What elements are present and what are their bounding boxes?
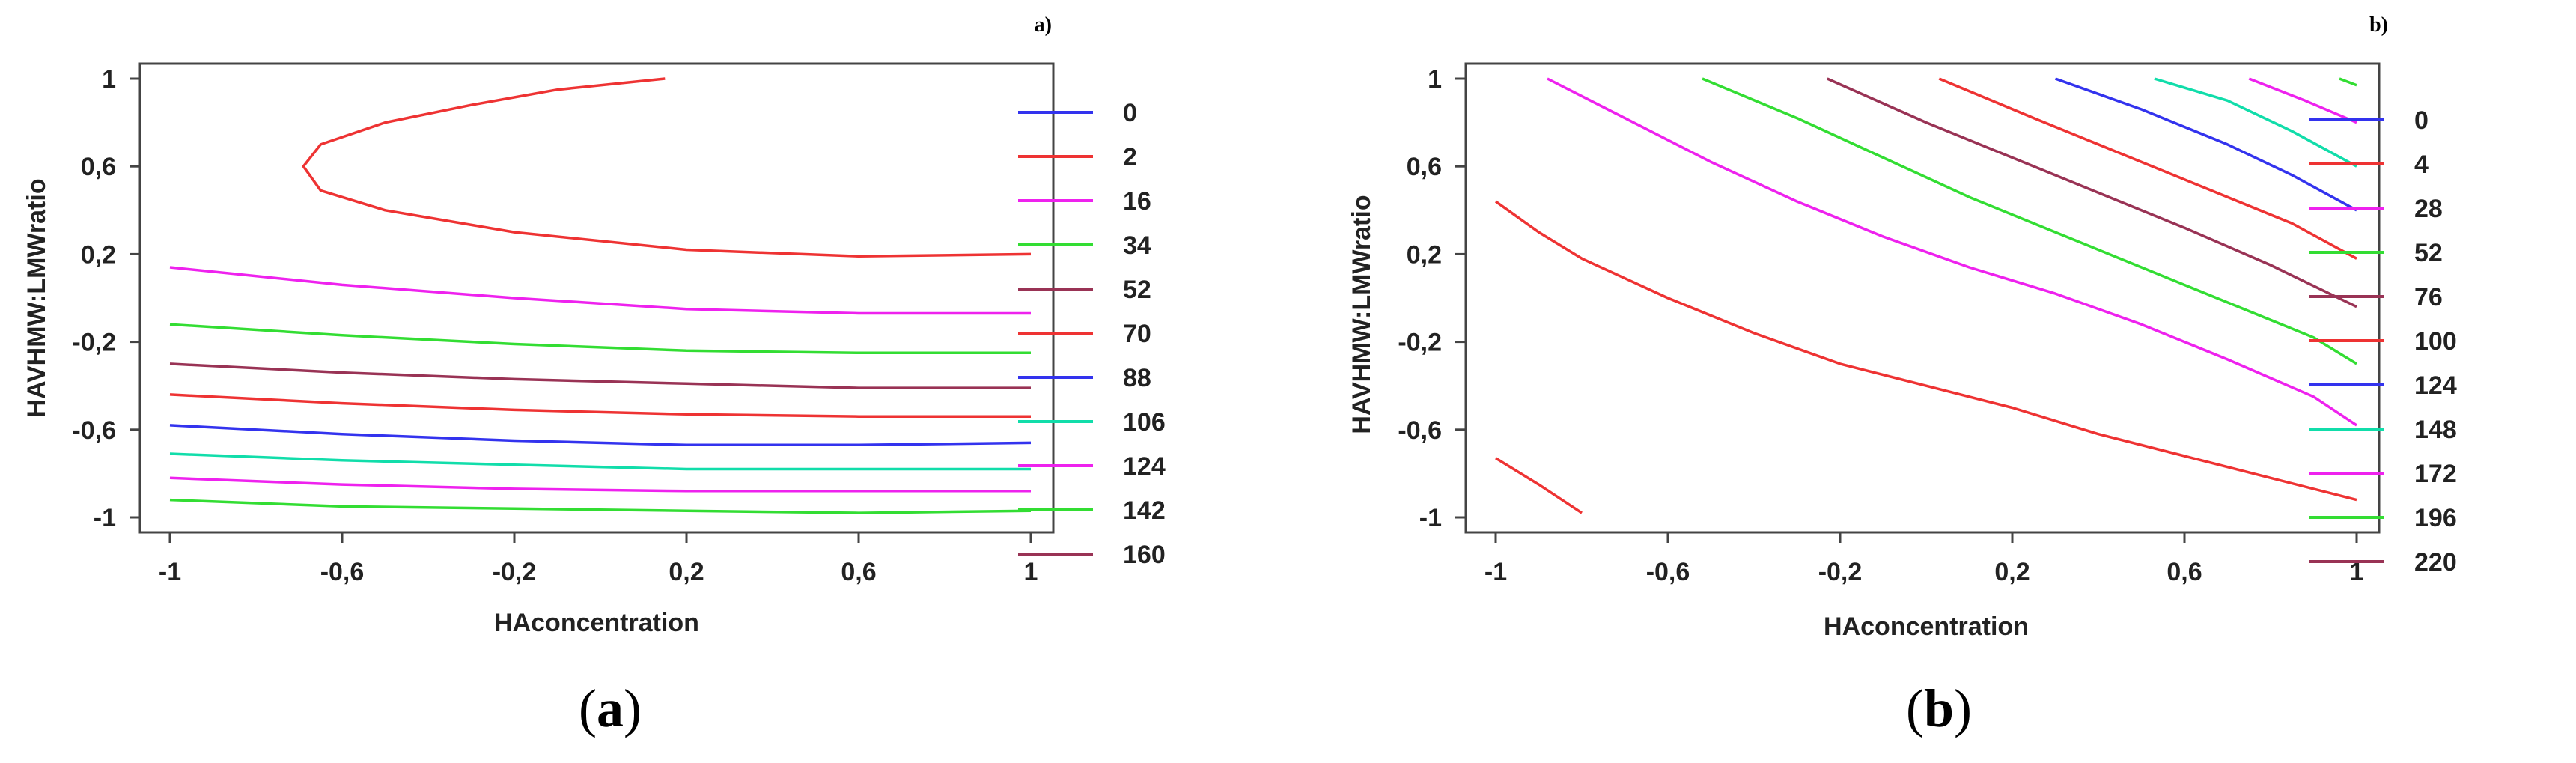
contour-line-4 [1702, 77, 2357, 365]
x-tick-label: -0,2 [493, 558, 537, 586]
legend-label: 34 [1123, 231, 1151, 260]
y-tick-label: -0,6 [72, 416, 116, 445]
legend-label: 0 [1123, 99, 1137, 127]
contour-line-3 [1547, 77, 2357, 427]
legend-label: 142 [1123, 496, 1166, 525]
y-tick-label: -1 [94, 504, 116, 532]
caption-a: (a) [579, 678, 642, 738]
legend-label: 70 [1123, 320, 1151, 348]
contour-line-1 [302, 77, 1032, 258]
contour-line-1 [1495, 457, 1583, 514]
legend-label: 0 [2414, 106, 2429, 135]
legend-label: 52 [1123, 276, 1151, 304]
legend-label: 124 [1123, 452, 1166, 481]
contour-line-6 [169, 424, 1032, 447]
y-tick-label: -0,2 [1398, 329, 1442, 357]
legend-label: 148 [2414, 416, 2457, 444]
legend-label: 88 [1123, 364, 1151, 392]
x-tick-label: -0,6 [320, 558, 365, 586]
chart-panel-b: 1 0,6 0,2 -0,2 -0,6 -1 -1 -0,6 -0,2 0,2 0,6 1 0 4 28… [1348, 13, 2457, 738]
y-tick-label: 1 [102, 65, 116, 94]
y-tick-label: 1 [1428, 65, 1442, 94]
y-tick-label: -0,2 [72, 329, 116, 357]
x-tick-label: 0,6 [2167, 558, 2202, 586]
legend-label: 172 [2414, 460, 2457, 488]
plot-area-a [138, 62, 1055, 534]
contour-line-10 [2339, 77, 2357, 87]
y-tick-label: 0,2 [1407, 240, 1442, 269]
contour-line-4 [169, 362, 1031, 389]
x-tick-label: 1 [1024, 558, 1038, 586]
legend-label: 16 [1123, 187, 1151, 216]
y-tick-label: 0,6 [1407, 153, 1442, 181]
y-tick-label: 0,6 [81, 153, 116, 181]
legend-label: 124 [2414, 371, 2457, 400]
x-tick-label: 0,2 [1994, 558, 2030, 586]
legend-label: 160 [1123, 541, 1166, 569]
panel-tag-a: a) [1035, 13, 1052, 37]
contour-line-3 [169, 323, 1031, 355]
legend-label: 196 [2414, 504, 2457, 532]
contour-line-2 [1494, 200, 2357, 502]
contour-line-8 [2154, 77, 2357, 168]
contour-line-5 [169, 393, 1031, 418]
y-axis-title-b: HAVHMW:LMWratio [1348, 195, 1376, 434]
caption-b: (b) [1906, 678, 1972, 738]
panel-tag-b: b) [2369, 13, 2388, 37]
legend-label: 76 [2414, 283, 2443, 311]
x-tick-label: -0,2 [1818, 558, 1863, 586]
y-tick-label: -1 [1419, 504, 1442, 532]
x-tick-label: 0,6 [841, 558, 876, 586]
contour-line-6 [1938, 77, 2357, 260]
contour-line-7 [169, 452, 1031, 471]
y-tick-label: -0,6 [1398, 416, 1442, 445]
legend-label: 4 [2414, 151, 2429, 179]
x-tick-label: 1 [2350, 558, 2364, 586]
y-axis-title-a: HAVHMW:LMWratio [22, 178, 51, 417]
legend-label: 28 [2414, 195, 2443, 223]
contour-line-9 [169, 498, 1032, 514]
contour-line-8 [169, 476, 1031, 493]
x-tick-label: 0,2 [669, 558, 704, 586]
contour-line-9 [2248, 77, 2357, 124]
y-tick-label: 0,2 [81, 240, 116, 269]
x-tick-label: -0,6 [1646, 558, 1690, 586]
legend-label: 52 [2414, 239, 2443, 267]
x-axis-title-b: HAconcentration [1824, 612, 2029, 641]
contour-line-2 [169, 266, 1031, 315]
legend-label: 2 [1123, 143, 1137, 171]
contour-line-5 [1827, 77, 2357, 308]
x-tick-label: -1 [1485, 558, 1507, 586]
x-axis-title-a: HAconcentration [494, 609, 699, 637]
legend-label: 220 [2414, 548, 2457, 577]
legend-label: 106 [1123, 408, 1166, 437]
chart-panel-a: 1 0,6 0,2 -0,2 -0,6 -1 -1 -0,6 -0,2 0,2 0,6 1 0 2 16… [22, 13, 1166, 738]
plot-area-b [1464, 62, 2381, 534]
legend-label: 100 [2414, 327, 2457, 356]
contour-line-7 [2054, 77, 2357, 212]
x-tick-label: -1 [159, 558, 181, 586]
